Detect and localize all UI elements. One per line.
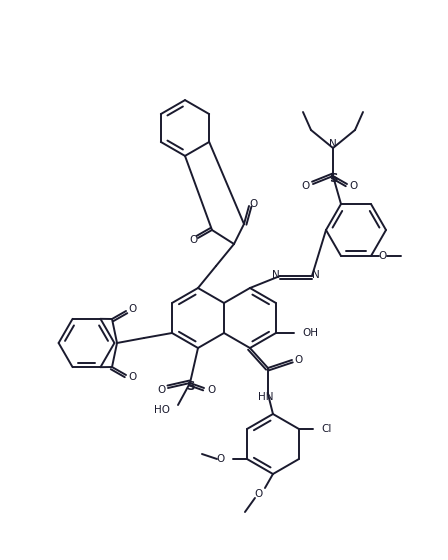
Text: O: O — [250, 199, 258, 209]
Text: O: O — [350, 181, 358, 191]
Text: O: O — [302, 181, 310, 191]
Text: O: O — [379, 251, 387, 261]
Text: N: N — [329, 139, 337, 149]
Text: O: O — [128, 372, 136, 382]
Text: HN: HN — [258, 392, 274, 402]
Text: N: N — [312, 270, 320, 280]
Text: O: O — [207, 385, 215, 395]
Text: O: O — [255, 489, 263, 499]
Text: O: O — [295, 355, 303, 365]
Text: S: S — [329, 171, 337, 184]
Text: OH: OH — [302, 328, 318, 338]
Text: O: O — [217, 454, 225, 464]
Text: O: O — [128, 304, 136, 314]
Text: Cl: Cl — [321, 424, 332, 434]
Text: N: N — [272, 270, 280, 280]
Text: HO: HO — [154, 405, 170, 415]
Text: O: O — [157, 385, 165, 395]
Text: O: O — [189, 235, 197, 245]
Text: S: S — [186, 380, 194, 393]
